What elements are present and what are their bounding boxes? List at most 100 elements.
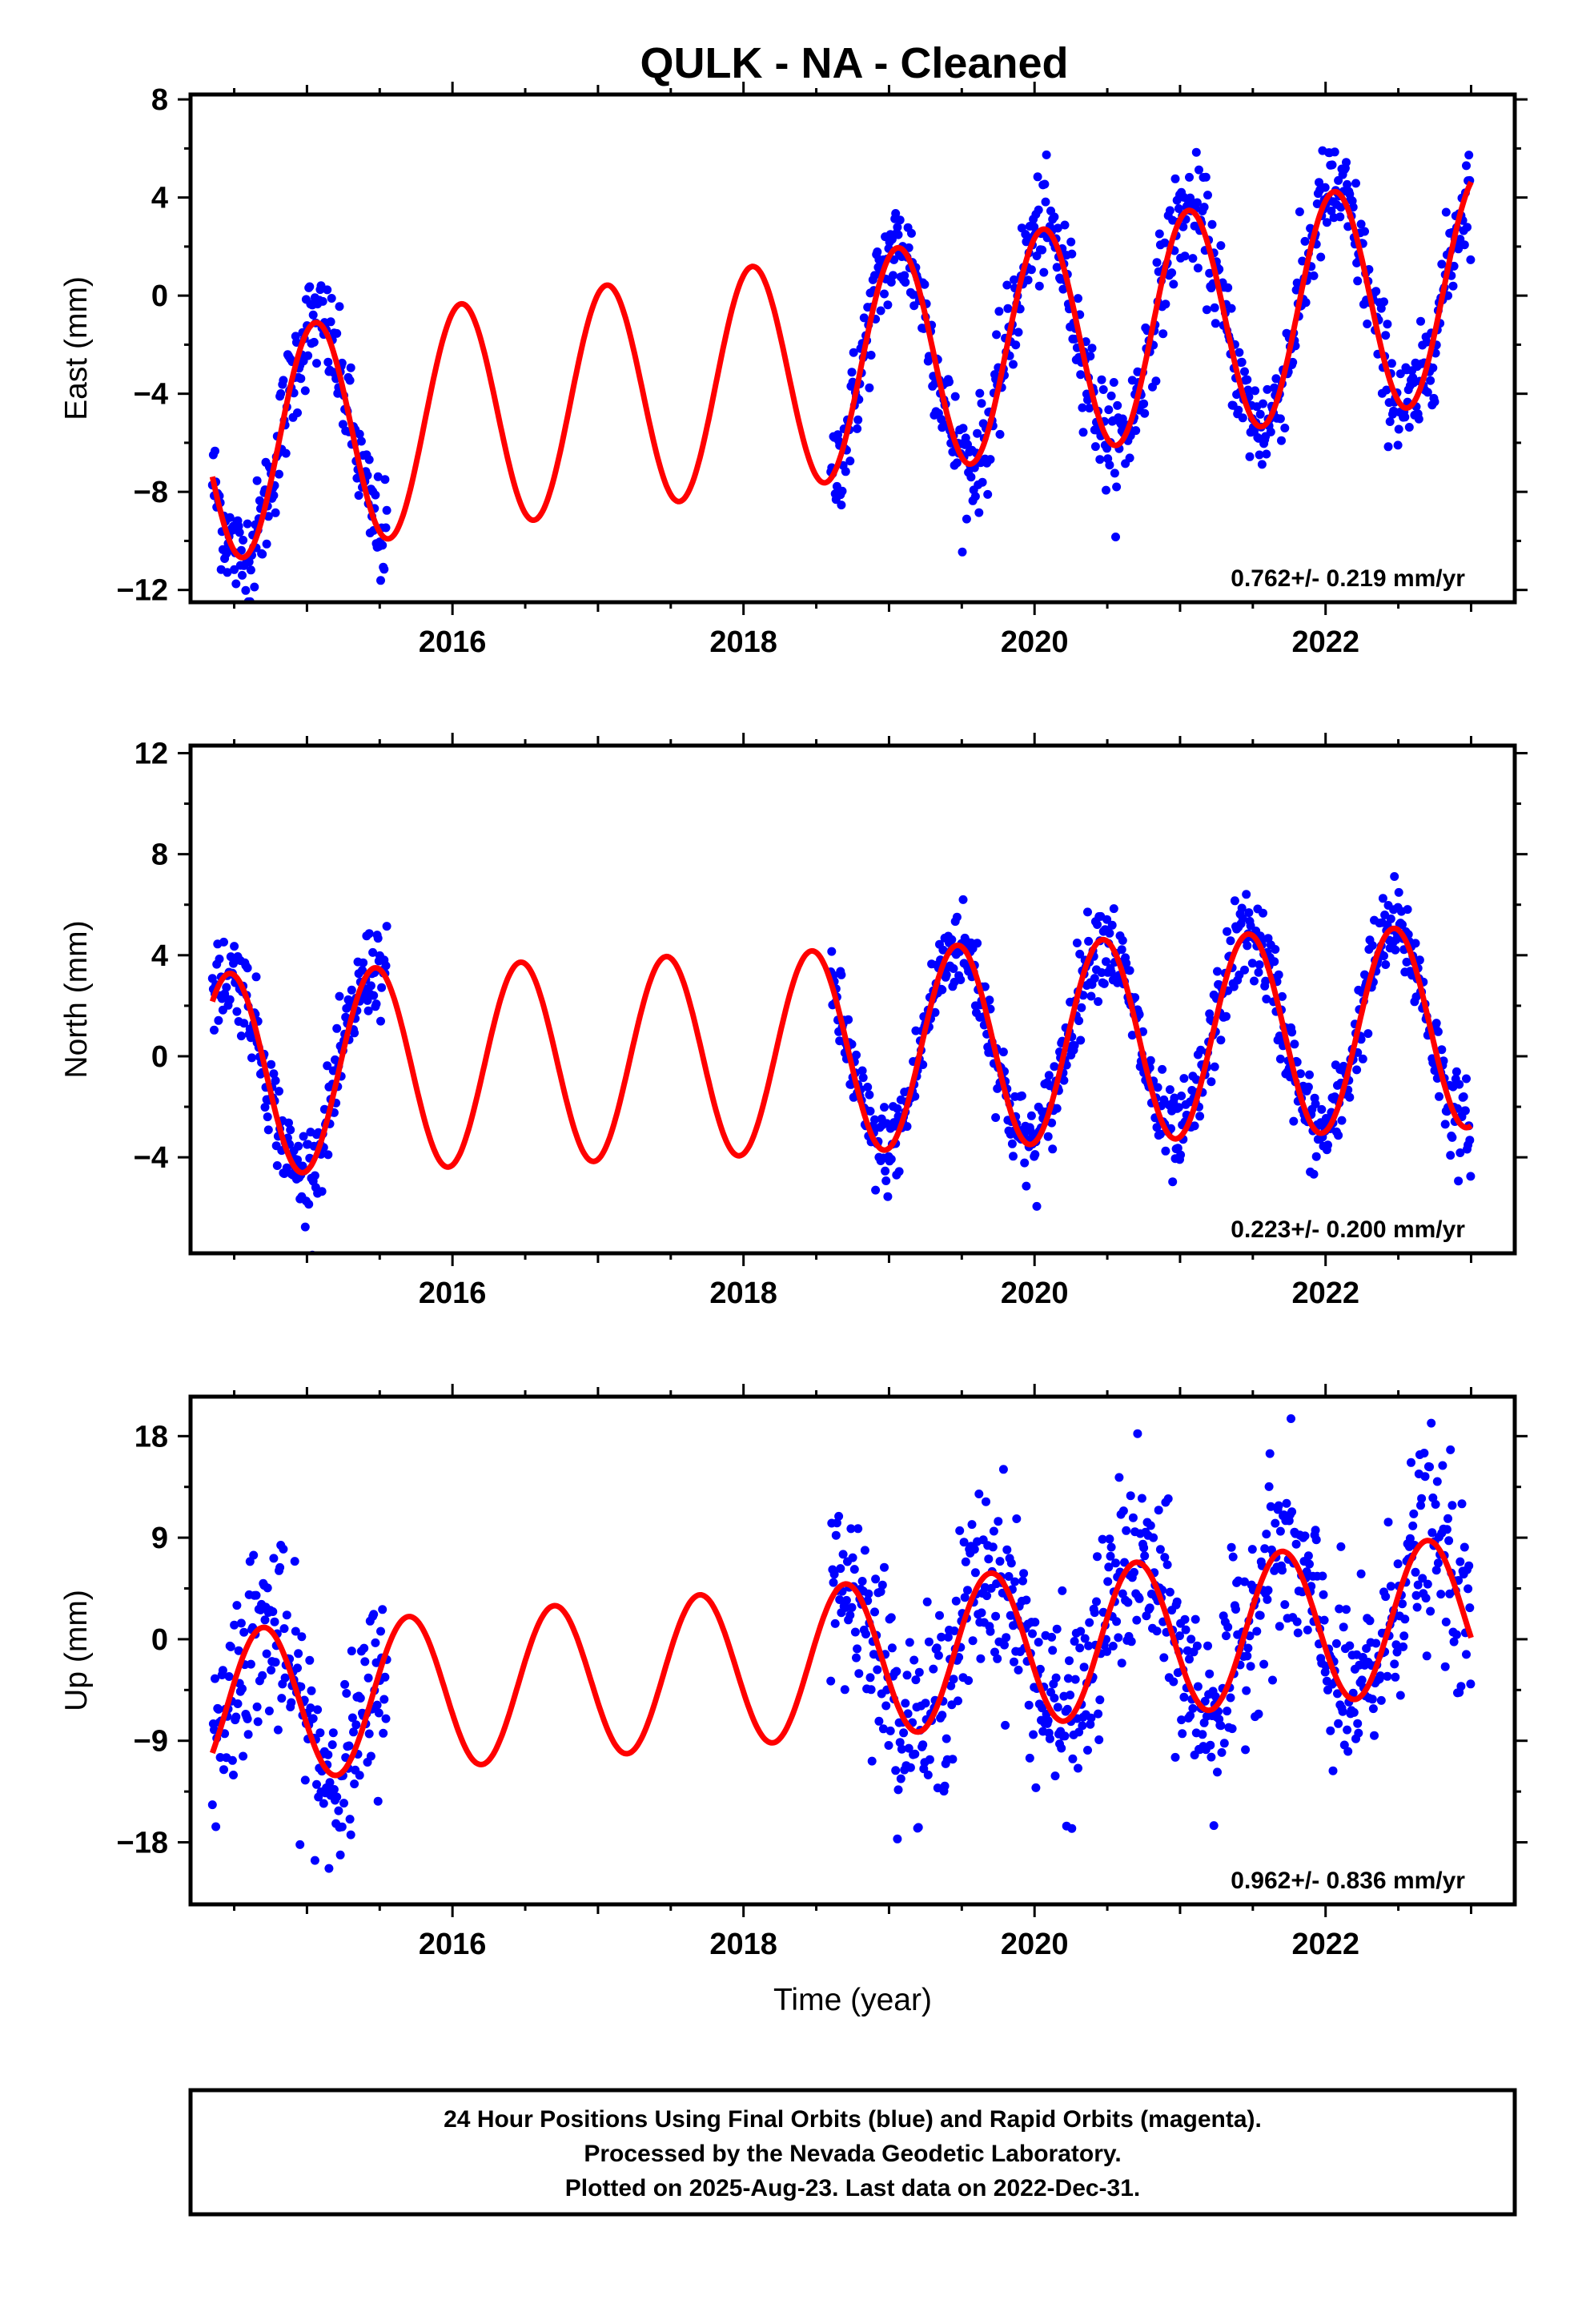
data-point <box>310 1171 319 1180</box>
data-point <box>1062 1704 1072 1714</box>
data-point <box>1227 1724 1237 1734</box>
data-point <box>1059 1076 1069 1085</box>
data-point <box>268 1607 278 1616</box>
data-point <box>1020 1158 1030 1168</box>
data-point <box>373 934 383 943</box>
data-point <box>837 970 846 979</box>
data-point <box>1077 1003 1086 1012</box>
data-point <box>1047 1118 1057 1128</box>
data-point <box>942 970 951 979</box>
data-point <box>230 565 239 574</box>
data-point <box>295 1839 305 1849</box>
data-point <box>1237 903 1247 913</box>
data-point <box>309 337 319 347</box>
data-point <box>1216 1035 1226 1045</box>
data-point <box>1014 328 1023 337</box>
data-point <box>1411 1590 1421 1600</box>
data-point <box>1339 1061 1348 1071</box>
data-point <box>1155 1129 1165 1139</box>
data-point <box>1447 1501 1457 1510</box>
data-point <box>962 514 971 524</box>
data-point <box>1446 1151 1456 1160</box>
data-point <box>1085 1618 1094 1627</box>
data-point <box>271 1658 280 1667</box>
data-point <box>1167 268 1177 278</box>
data-point <box>260 1103 270 1112</box>
data-point <box>835 1595 845 1604</box>
data-point <box>364 1729 374 1739</box>
data-point <box>251 972 261 982</box>
data-point <box>829 1570 839 1579</box>
data-point <box>308 310 318 320</box>
data-point <box>1106 391 1116 400</box>
data-point <box>290 1557 299 1566</box>
data-point <box>1436 1590 1446 1599</box>
data-point <box>1330 147 1339 157</box>
up-panel: −18 −9 0 9 18 2016 2018 2020 2022 Up (mm) Time (ye… <box>59 1384 1528 2017</box>
data-point <box>1443 1514 1452 1523</box>
data-point <box>1259 1659 1269 1669</box>
data-point <box>360 1657 370 1667</box>
data-point <box>1229 982 1239 991</box>
data-point <box>867 1756 877 1766</box>
data-point <box>857 1577 867 1586</box>
data-point <box>1074 1016 1084 1026</box>
data-point <box>1031 1783 1041 1792</box>
data-point <box>1006 1610 1015 1620</box>
data-point <box>1349 1707 1359 1717</box>
data-point <box>1311 1152 1321 1161</box>
data-point <box>925 1755 934 1764</box>
data-point <box>974 508 984 517</box>
data-point <box>1050 1771 1060 1781</box>
data-point <box>1118 935 1127 945</box>
north-panel: −4 0 4 8 12 2016 2018 2020 2022 North (mm) 0.223+/… <box>59 733 1528 1310</box>
data-point <box>1345 1641 1355 1651</box>
data-point <box>272 1161 282 1170</box>
data-point <box>841 1595 851 1605</box>
data-point <box>1457 1499 1467 1509</box>
data-point <box>1398 1599 1407 1609</box>
data-point <box>1323 1140 1332 1150</box>
data-point <box>1367 941 1377 951</box>
data-point <box>1342 1605 1351 1614</box>
data-point <box>1102 957 1110 967</box>
data-point <box>252 1702 262 1711</box>
data-point <box>1048 1646 1058 1655</box>
data-point <box>1223 1707 1232 1716</box>
footer-box: 24 Hour Positions Using Final Orbits (bl… <box>188 2088 1517 2217</box>
data-point <box>1367 1695 1377 1704</box>
data-point <box>959 1538 969 1547</box>
plot-frame <box>188 1394 1517 1907</box>
data-point <box>880 289 889 299</box>
data-point <box>234 1646 243 1655</box>
data-point <box>921 1699 930 1708</box>
data-point <box>1131 426 1141 436</box>
data-point <box>241 585 251 595</box>
data-point <box>985 995 994 1005</box>
data-point <box>1058 284 1068 294</box>
data-point <box>363 471 372 480</box>
data-point <box>211 1822 221 1831</box>
data-point <box>1241 1745 1251 1755</box>
data-point <box>865 383 874 392</box>
data-point <box>881 1176 891 1185</box>
data-point <box>938 945 948 955</box>
data-point <box>323 1061 332 1071</box>
data-point <box>1160 1553 1170 1562</box>
data-point <box>899 1728 909 1738</box>
data-point <box>1352 1065 1362 1075</box>
data-point <box>1305 1559 1314 1569</box>
data-point <box>359 958 368 967</box>
data-point <box>1029 1730 1038 1739</box>
data-point <box>1452 1630 1461 1639</box>
data-point <box>1255 409 1265 419</box>
data-point <box>1357 1675 1367 1685</box>
data-point <box>382 922 391 931</box>
data-point <box>1052 1624 1062 1634</box>
y-tick-label: 0 <box>151 1623 168 1657</box>
data-point <box>1012 1514 1022 1523</box>
data-point <box>992 330 1002 340</box>
data-point <box>1261 976 1271 986</box>
data-point <box>881 1701 891 1711</box>
data-point <box>1465 1603 1475 1613</box>
